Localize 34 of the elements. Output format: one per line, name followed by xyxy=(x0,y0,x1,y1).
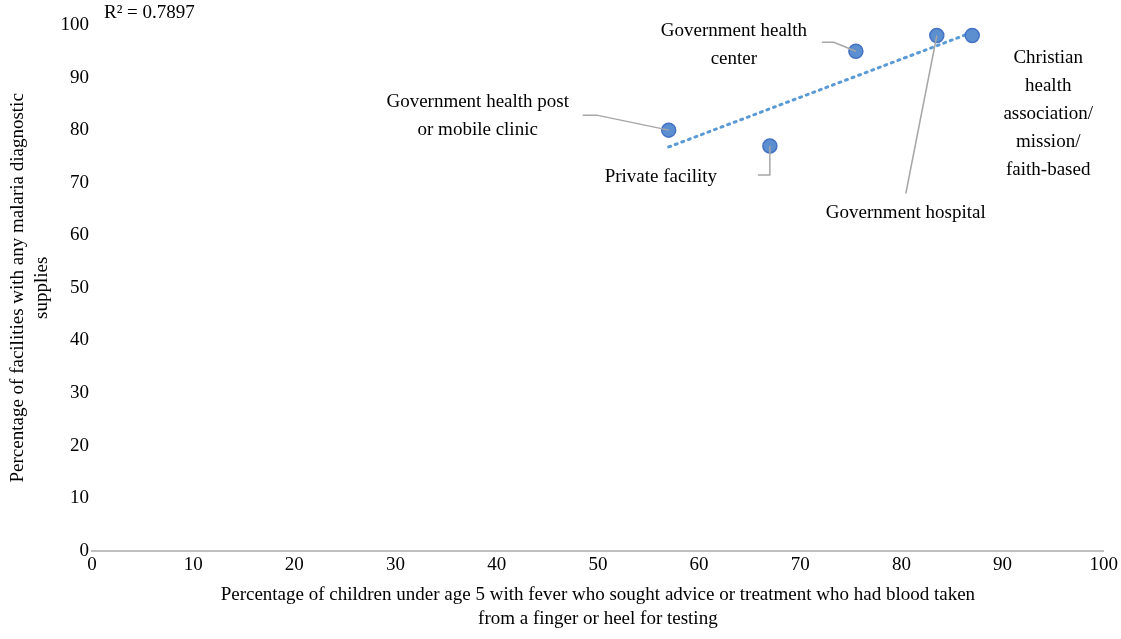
point xyxy=(762,138,778,154)
y-tick-label: 90 xyxy=(70,65,89,87)
x-tick-label: 70 xyxy=(790,553,810,575)
text: R² = 0.7897 xyxy=(104,0,195,22)
x-tick-label: 90 xyxy=(993,553,1013,575)
x-axis-title: Percentage of children under age 5 with fever who sought advice or treatment who had blood taken from a finger or heel for testing xyxy=(220,583,976,629)
y-axis-title: Percentage of facilities with any malaria diagnostic supplies xyxy=(5,93,51,483)
x-tick-label: 50 xyxy=(588,553,608,575)
y-tick-label: 30 xyxy=(70,380,89,402)
x-tick-label: 80 xyxy=(891,553,911,575)
annotation: Government hospital xyxy=(825,201,986,223)
y-tick-label: 70 xyxy=(70,170,89,192)
x-tick-label: 10 xyxy=(183,553,203,575)
x-tick-label: 30 xyxy=(386,553,406,575)
y-tick-label: 0 xyxy=(79,538,89,560)
x-tick-label: 40 xyxy=(487,553,507,575)
point xyxy=(929,27,945,44)
annotation: Christian health association/ mission/ faith-based xyxy=(1003,46,1094,180)
x-tick-label: 20 xyxy=(284,553,304,575)
point xyxy=(964,27,980,44)
annotation: Government health center xyxy=(660,19,808,69)
y-tick-label: 10 xyxy=(70,486,89,508)
y-tick-label: 50 xyxy=(70,275,89,297)
annotation: Private facility xyxy=(604,164,718,186)
point xyxy=(660,122,677,138)
y-tick-label: 100 xyxy=(60,12,89,34)
y-tick-label: 80 xyxy=(70,118,89,140)
annotation: Government health post or mobile clinic xyxy=(386,90,570,140)
point xyxy=(848,43,864,60)
y-tick-label: 60 xyxy=(70,223,89,245)
y-tick-label: 40 xyxy=(70,328,89,350)
y-tick-label: 20 xyxy=(70,433,89,455)
x-tick-label: 100 xyxy=(1089,553,1118,575)
x-tick-label: 60 xyxy=(689,553,709,575)
